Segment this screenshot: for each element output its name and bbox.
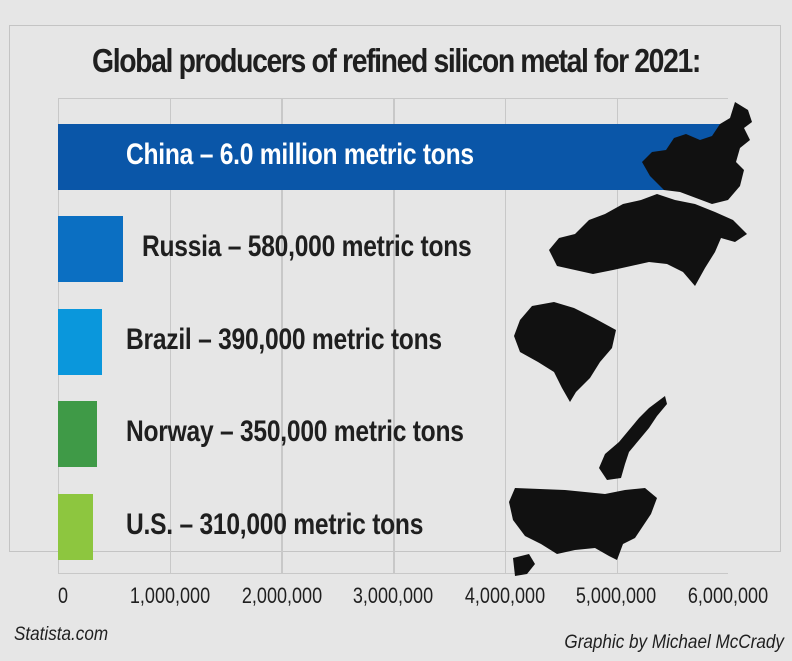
gridline <box>169 98 172 574</box>
gridline <box>393 98 395 574</box>
bar-label: Norway – 350,000 metric tons <box>126 415 464 448</box>
x-tick-label: 2,000,000 <box>241 583 323 608</box>
bar-label: China – 6.0 million metric tons <box>126 138 474 171</box>
x-tick-label: 4,000,000 <box>464 583 546 608</box>
x-tick-label: 0 <box>57 583 69 608</box>
bar-china <box>58 124 728 190</box>
russia-map-icon <box>549 194 747 286</box>
x-tick-label: 1,000,000 <box>129 583 211 608</box>
gridline <box>504 98 507 574</box>
chart-frame <box>9 25 781 552</box>
gridline <box>281 98 283 574</box>
source-label: Statista.com <box>14 624 109 645</box>
bar-label: Russia – 580,000 metric tons <box>142 230 472 263</box>
gridline <box>616 98 618 574</box>
bar-label: Brazil – 390,000 metric tons <box>126 323 442 356</box>
bar-label: U.S. – 310,000 metric tons <box>126 508 424 541</box>
bar-brazil <box>58 309 102 375</box>
x-tick-label: 6,000,000 <box>687 583 769 608</box>
chart-title: Global producers of refined silicon meta… <box>92 42 701 79</box>
x-tick-label: 5,000,000 <box>575 583 657 608</box>
brazil-map-icon <box>514 302 616 402</box>
usa-map-icon <box>509 488 657 576</box>
credit-label: Graphic by Michael McCrady <box>564 632 784 653</box>
bar-norway <box>58 401 98 467</box>
bar-russia <box>58 216 123 282</box>
china-map-icon <box>642 102 752 204</box>
bar-us <box>58 494 93 560</box>
x-tick-label: 3,000,000 <box>352 583 434 608</box>
norway-map-icon <box>599 396 667 480</box>
